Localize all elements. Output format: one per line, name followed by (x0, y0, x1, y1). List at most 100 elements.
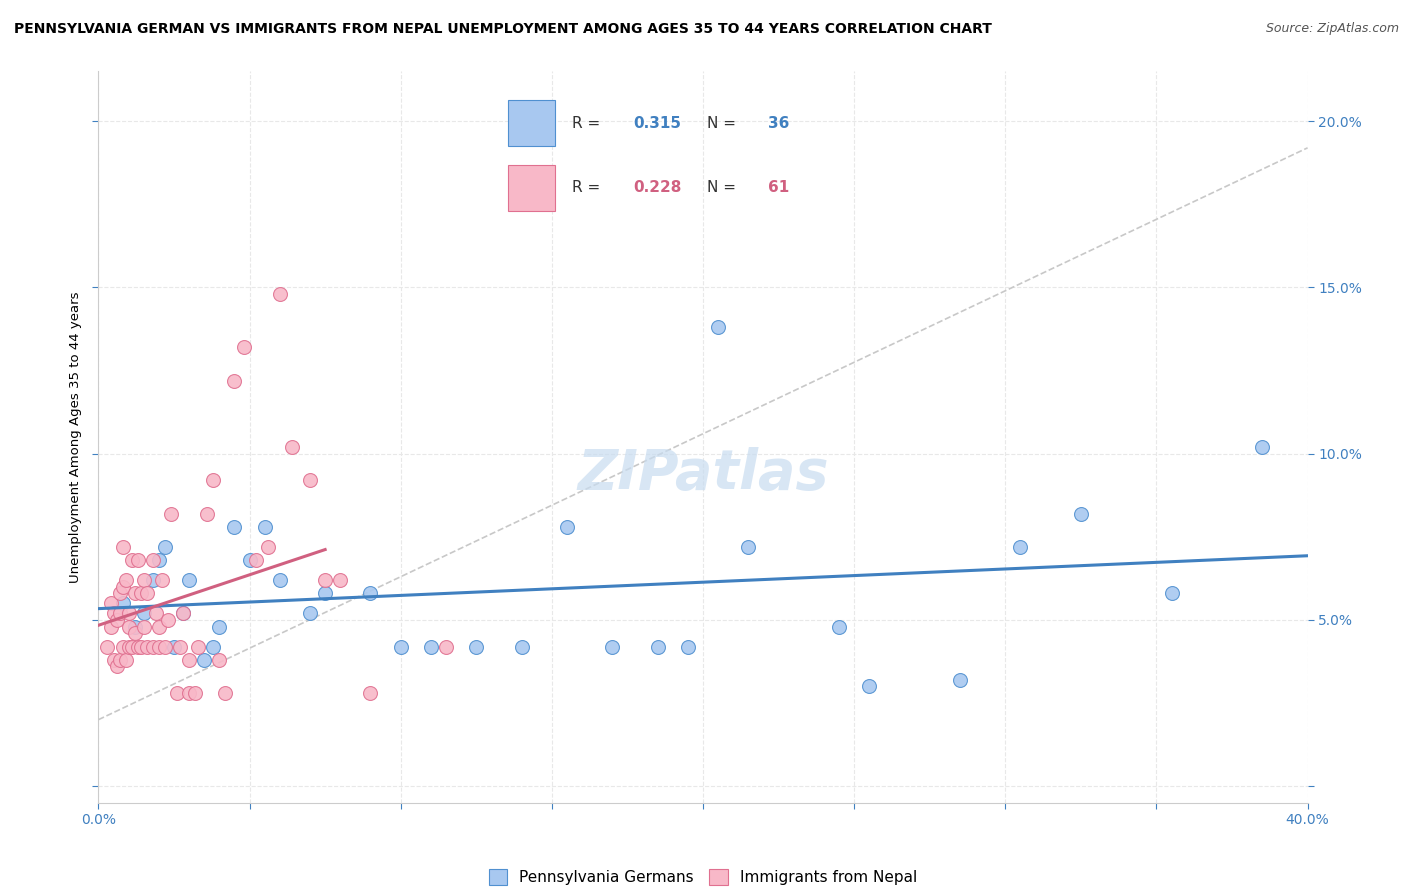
Text: ZIPatlas: ZIPatlas (578, 447, 828, 500)
Point (100, 619, 122, 633)
Point (142, 553, 165, 567)
Point (121, 640, 143, 654)
Point (160, 507, 183, 521)
Point (153, 540, 176, 554)
Point (224, 520, 246, 534)
Point (103, 607, 125, 621)
Point (124, 619, 146, 633)
Point (179, 653, 201, 667)
Text: Source: ZipAtlas.com: Source: ZipAtlas.com (1265, 22, 1399, 36)
Point (828, 619, 851, 633)
Point (129, 586, 152, 600)
Point (132, 607, 155, 621)
Point (202, 640, 225, 654)
Point (148, 553, 170, 567)
Point (239, 553, 262, 567)
Point (111, 540, 134, 554)
Point (114, 653, 136, 667)
Point (129, 640, 152, 654)
Point (127, 553, 149, 567)
Point (121, 553, 143, 567)
Point (105, 613, 128, 627)
Point (156, 613, 179, 627)
Y-axis label: Unemployment Among Ages 35 to 44 years: Unemployment Among Ages 35 to 44 years (69, 292, 82, 582)
Point (111, 640, 134, 654)
Point (510, 640, 533, 654)
Point (360, 586, 382, 600)
Point (676, 640, 699, 654)
Point (114, 573, 136, 587)
Point (329, 573, 352, 587)
Point (707, 320, 730, 334)
Point (118, 619, 141, 633)
Point (208, 619, 231, 633)
Point (420, 640, 443, 654)
Point (281, 440, 304, 454)
Point (193, 653, 215, 667)
Point (142, 573, 165, 587)
Point (245, 553, 267, 567)
Point (132, 619, 155, 633)
Point (150, 573, 173, 587)
Point (269, 287, 291, 301)
Point (232, 340, 254, 354)
Point (208, 653, 231, 667)
Point (224, 374, 246, 388)
Point (142, 640, 165, 654)
Point (96, 640, 118, 654)
Point (118, 607, 141, 621)
Point (1251, 440, 1274, 454)
Point (135, 586, 157, 600)
Point (148, 640, 170, 654)
Point (195, 507, 218, 521)
Point (127, 640, 149, 654)
Point (124, 626, 146, 640)
Point (118, 640, 141, 654)
Point (202, 473, 225, 487)
Point (135, 640, 157, 654)
Point (163, 640, 186, 654)
Point (169, 640, 191, 654)
Point (1160, 586, 1182, 600)
Point (184, 686, 207, 700)
Point (949, 673, 972, 687)
Point (148, 619, 170, 633)
Point (100, 596, 122, 610)
Point (124, 586, 146, 600)
Point (214, 686, 236, 700)
Point (166, 686, 188, 700)
Point (1070, 507, 1092, 521)
Point (1010, 540, 1032, 554)
Point (269, 573, 291, 587)
Legend: Pennsylvania Germans, Immigrants from Nepal: Pennsylvania Germans, Immigrants from Ne… (481, 862, 925, 892)
Point (108, 653, 131, 667)
Point (389, 640, 412, 654)
Point (555, 520, 578, 534)
Point (179, 573, 201, 587)
Point (108, 607, 131, 621)
Point (602, 640, 624, 654)
Point (434, 640, 457, 654)
Point (187, 640, 209, 654)
Point (299, 473, 322, 487)
Point (465, 640, 488, 654)
Point (172, 607, 194, 621)
Point (858, 680, 880, 694)
Point (314, 573, 336, 587)
Point (172, 607, 194, 621)
Point (103, 653, 125, 667)
Point (299, 607, 322, 621)
Point (153, 640, 176, 654)
Point (737, 540, 759, 554)
Point (647, 640, 669, 654)
Point (360, 686, 382, 700)
Point (108, 586, 131, 600)
Point (253, 520, 276, 534)
Point (179, 686, 201, 700)
Point (132, 573, 155, 587)
Point (111, 580, 134, 594)
Point (145, 607, 167, 621)
Point (314, 586, 336, 600)
Text: PENNSYLVANIA GERMAN VS IMMIGRANTS FROM NEPAL UNEMPLOYMENT AMONG AGES 35 TO 44 YE: PENNSYLVANIA GERMAN VS IMMIGRANTS FROM N… (14, 22, 993, 37)
Point (111, 596, 134, 610)
